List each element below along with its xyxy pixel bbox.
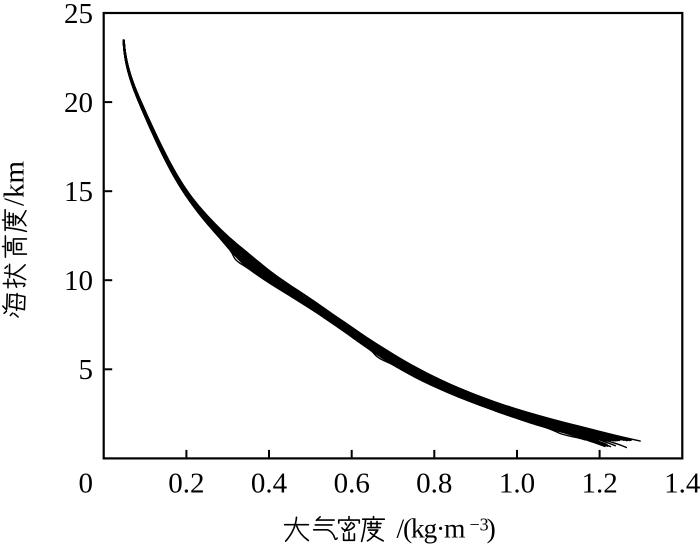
svg-text:/(kg·m: /(kg·m <box>397 513 465 544</box>
svg-text:20: 20 <box>64 87 93 119</box>
svg-text:1.0: 1.0 <box>499 467 535 499</box>
svg-text:0.4: 0.4 <box>251 467 288 499</box>
svg-text:/km: /km <box>0 160 31 206</box>
svg-text:0.6: 0.6 <box>334 467 370 499</box>
svg-text:1.4: 1.4 <box>664 467 700 499</box>
svg-text:0.2: 0.2 <box>168 467 204 499</box>
svg-text:5: 5 <box>79 354 94 386</box>
svg-text:1.2: 1.2 <box>581 467 617 499</box>
svg-text:15: 15 <box>64 176 93 208</box>
svg-text:−3: −3 <box>470 515 489 535</box>
svg-text:25: 25 <box>64 0 93 30</box>
svg-text:0.8: 0.8 <box>416 467 452 499</box>
svg-text:0: 0 <box>79 467 94 499</box>
svg-text:10: 10 <box>64 265 93 297</box>
svg-text:): ) <box>487 513 496 544</box>
